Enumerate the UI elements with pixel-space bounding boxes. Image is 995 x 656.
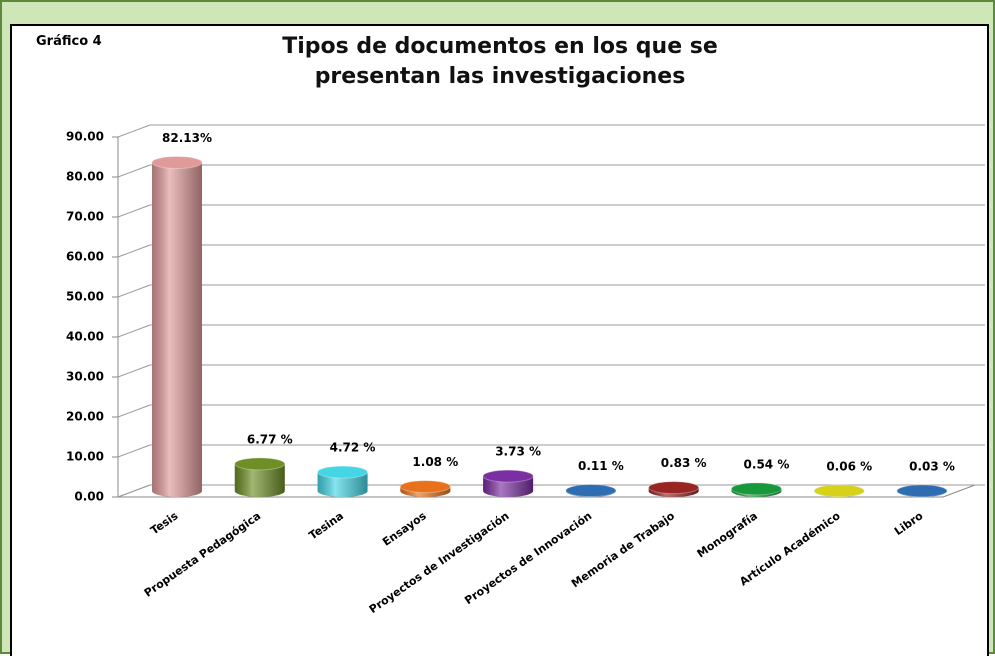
bar-shade (317, 472, 368, 497)
grid-line (117, 244, 151, 258)
chart-title: Tipos de documentos en los que se presen… (282, 34, 718, 89)
bar-top (730, 482, 782, 496)
grid-line (117, 164, 151, 178)
bar-top (151, 155, 203, 169)
x-tick-label: Monografía (695, 509, 760, 560)
bar-top (317, 465, 369, 479)
data-label: 0.11 % (578, 459, 624, 473)
bar-shade (483, 476, 534, 497)
data-label: 0.83 % (661, 456, 707, 470)
grid-line (117, 364, 151, 378)
bar (896, 484, 948, 498)
y-tick-label: 30.00 (66, 370, 104, 384)
data-label: 0.54 % (744, 457, 790, 471)
grid-line (117, 284, 151, 298)
bar (565, 484, 617, 498)
x-tick-label: Libro (892, 509, 926, 538)
data-label: 4.72 % (330, 441, 376, 455)
bar (151, 155, 203, 498)
y-tick-label: 40.00 (66, 330, 104, 344)
bar (234, 457, 286, 497)
data-label: 0.03 % (909, 459, 955, 473)
y-tick-label: 60.00 (66, 250, 104, 264)
bar (399, 480, 451, 497)
grid-line (117, 204, 151, 218)
grid-line (117, 324, 151, 338)
bar-top (896, 484, 948, 498)
y-tick-label: 80.00 (66, 170, 104, 184)
grid-line (117, 484, 151, 498)
bar-top (813, 484, 865, 498)
data-label: 3.73 % (495, 445, 541, 459)
x-tick-label: Proyectos de Investigación (367, 509, 512, 616)
y-tick-label: 70.00 (66, 210, 104, 224)
bar-top (482, 469, 534, 483)
grid-line (117, 444, 151, 458)
data-label: 1.08 % (412, 455, 458, 469)
bar (730, 482, 782, 497)
bar-shade (152, 162, 202, 498)
x-tick-label: Tesis (148, 509, 181, 537)
bar-top (234, 457, 286, 471)
grid-line (117, 124, 151, 138)
y-tick-label: 20.00 (66, 410, 104, 424)
bar-top (648, 481, 700, 495)
y-tick-label: 50.00 (66, 290, 104, 304)
bar-shade (234, 463, 285, 497)
x-tick-label: Tesina (307, 509, 346, 542)
bar-top (565, 484, 617, 498)
bar (482, 469, 534, 497)
y-tick-label: 90.00 (66, 130, 104, 144)
data-label: 6.77 % (247, 432, 293, 446)
x-tick-label: Ensayos (380, 509, 429, 549)
grid-line (117, 404, 151, 418)
data-label: 82.13% (162, 131, 212, 145)
y-tick-label: 0.00 (74, 490, 104, 504)
bar-top (399, 480, 451, 494)
bar (813, 484, 865, 498)
data-label: 0.06 % (826, 459, 872, 473)
chart-label: Gráfico 4 (36, 34, 102, 49)
bar (648, 481, 700, 497)
bar (317, 465, 369, 497)
y-tick-label: 10.00 (66, 450, 104, 464)
